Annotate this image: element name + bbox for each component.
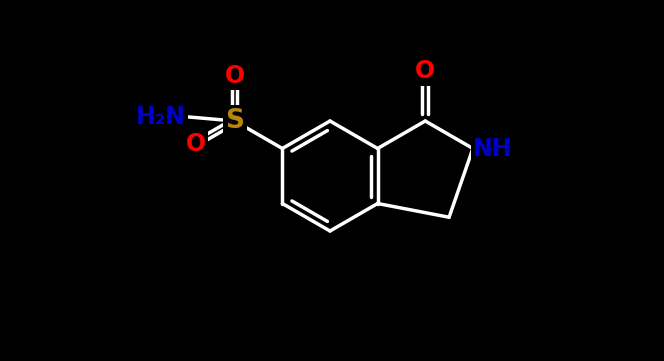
Text: O: O <box>186 131 206 156</box>
Text: S: S <box>225 108 244 134</box>
Text: O: O <box>415 60 436 83</box>
Text: H₂N: H₂N <box>135 105 185 129</box>
Text: NH: NH <box>473 136 513 161</box>
Text: O: O <box>224 64 245 88</box>
